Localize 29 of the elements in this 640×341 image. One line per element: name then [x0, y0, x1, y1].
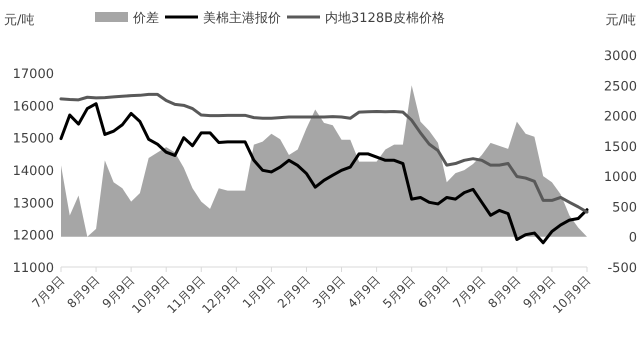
y2-tick-label: 2500 [604, 79, 637, 94]
y-tick-label: 16000 [12, 99, 54, 114]
y-axis-title: 元/吨 [4, 13, 34, 28]
x-tick-label: 7月9日 [29, 273, 68, 311]
y2-tick-label: 500 [612, 200, 637, 216]
y-tick-label: 13000 [12, 196, 54, 212]
x-tick-label: 7月9日 [450, 273, 488, 311]
legend-label: 内地3128B皮棉价格 [325, 11, 446, 26]
y-tick-label: 11000 [12, 261, 54, 276]
y2-tick-label: 1500 [604, 140, 637, 155]
y2-axis-title: 元/吨 [606, 13, 636, 28]
y-tick-label: 14000 [12, 164, 54, 179]
y-tick-label: 12000 [12, 228, 54, 244]
x-tick-label: 4月9日 [345, 273, 383, 311]
legend-label: 价差 [132, 11, 159, 26]
y2-tick-label: 2000 [604, 110, 637, 125]
line-series [60, 92, 588, 214]
y2-tick-label: 0 [628, 230, 637, 246]
y-tick-label: 17000 [12, 67, 54, 82]
x-tick-label: 8月9日 [485, 273, 523, 311]
y2-tick-label: 3000 [604, 49, 637, 64]
y2-tick-label: 1000 [604, 170, 637, 186]
line-series [60, 102, 588, 244]
y-tick-label: 15000 [12, 132, 54, 147]
x-tick-label: 5月9日 [380, 273, 418, 311]
legend-label: 美棉主港报价 [203, 10, 281, 26]
x-tick-label: 8月9日 [64, 273, 102, 311]
x-tick-label: 6月9日 [415, 273, 453, 311]
y2-tick-label: -500 [607, 261, 637, 276]
